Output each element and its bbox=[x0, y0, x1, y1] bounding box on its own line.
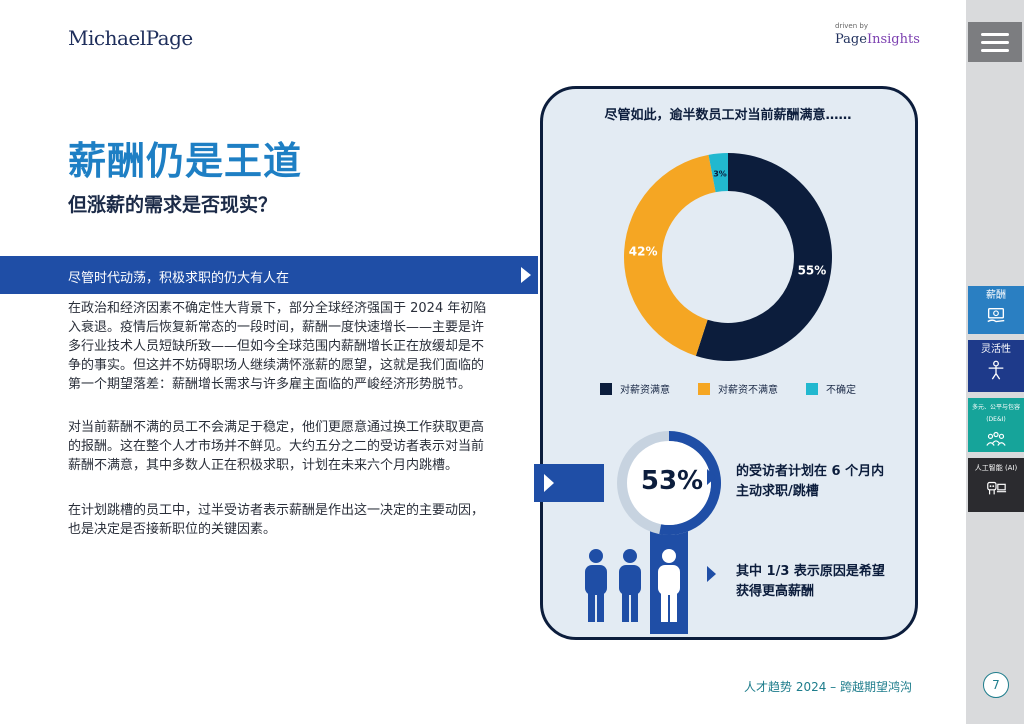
legend-label: 不确定 bbox=[826, 385, 856, 396]
legend-swatch bbox=[806, 382, 818, 395]
page-insights-logo: PageInsights bbox=[835, 32, 920, 47]
sidebar-tab-pay[interactable]: 薪酬 bbox=[968, 286, 1024, 334]
body-paragraph: 在计划跳槽的员工中，过半受访者表示薪酬是作出这一决定的主要动因，也是决定是否接新… bbox=[68, 503, 485, 537]
michael-page-logo[interactable]: MichaelPage bbox=[68, 26, 193, 50]
stat-description: 的受访者计划在 6 个月内主动求职/跳槽 bbox=[736, 464, 885, 499]
sidebar-tab-label: 薪酬 bbox=[986, 290, 1006, 301]
money-hand-icon bbox=[987, 307, 1005, 323]
legend-label: 对薪资不满意 bbox=[718, 385, 778, 396]
people-icons bbox=[585, 549, 680, 622]
sidebar-tab-ai[interactable]: 人工智能 (AI) bbox=[968, 458, 1024, 512]
section-banner bbox=[0, 256, 538, 294]
footer-title: 人才趋势 2024 – 跨越期望鸿沟 bbox=[744, 680, 912, 694]
person-icon-highlighted bbox=[658, 549, 680, 622]
person-icon bbox=[585, 549, 607, 622]
page-subtitle: 但涨薪的需求是否现实？ bbox=[68, 194, 278, 216]
stat-ring-progress bbox=[659, 431, 721, 535]
donut-data-label: 3% bbox=[713, 169, 727, 178]
person-balance-icon bbox=[988, 360, 1004, 380]
satisfaction-donut-chart: 55% 42% 3% bbox=[624, 153, 832, 361]
driven-by-label: driven by bbox=[835, 22, 868, 30]
body-paragraph: 在政治和经济因素不确定性大背景下，部分全球经济强国于 2024 年初陷入衰退。疫… bbox=[68, 301, 487, 392]
body-paragraph: 对当前薪酬不满的员工不会满足于稳定，他们更愿意通过换工作获取更高的报酬。这在整个… bbox=[68, 420, 485, 473]
legend-label: 对薪资满意 bbox=[620, 385, 670, 396]
legend-item: 对薪资不满意 bbox=[698, 381, 778, 396]
menu-bar-icon bbox=[981, 40, 1009, 44]
donut-labels: 55% 42% 3% bbox=[629, 169, 827, 277]
page-title: 薪酬仍是王道 bbox=[68, 139, 303, 183]
sidebar-tab-label: 人工智能 (AI) bbox=[974, 464, 1018, 472]
sidebar-tab-dei[interactable]: 多元、公平与包容 (DE&I) bbox=[968, 398, 1024, 452]
stat-text-arrow-icon bbox=[707, 469, 716, 485]
legend-item: 不确定 bbox=[806, 381, 856, 396]
page-number: 7 bbox=[983, 672, 1009, 698]
people-group-icon bbox=[986, 431, 1006, 446]
robot-laptop-icon bbox=[987, 481, 1007, 495]
stat-arrow-icon bbox=[544, 474, 554, 492]
panel-title: 尽管如此，逾半数员工对当前薪酬满意…… bbox=[604, 108, 852, 123]
donut-data-label: 42% bbox=[629, 245, 658, 259]
section-banner-text: 尽管时代动荡，积极求职的仍大有人在 bbox=[68, 271, 290, 286]
stat-ring-center bbox=[627, 441, 711, 525]
chart-legend: 对薪资满意 对薪资不满意 不确定 bbox=[600, 381, 890, 396]
donut-slice bbox=[624, 154, 716, 356]
person-icon bbox=[619, 549, 641, 622]
stat-percentage: 53% bbox=[640, 466, 704, 496]
donut-slice bbox=[695, 153, 832, 361]
page-insights-logo-part: Page bbox=[835, 32, 867, 47]
legend-swatch bbox=[600, 382, 612, 395]
menu-bar-icon bbox=[981, 48, 1009, 52]
hamburger-menu-button[interactable] bbox=[968, 22, 1022, 62]
banner-arrow-icon bbox=[521, 267, 531, 283]
sidebar-tab-label: 多元、公平与包容 (DE&I) bbox=[971, 404, 1020, 423]
page-insights-logo-accent: Insights bbox=[866, 32, 920, 47]
sidebar-tab-label: 灵活性 bbox=[981, 344, 1011, 355]
donut-data-label: 55% bbox=[798, 263, 827, 277]
legend-item: 对薪资满意 bbox=[600, 381, 670, 396]
sidebar-tab-flexibility[interactable]: 灵活性 bbox=[968, 340, 1024, 392]
menu-bar-icon bbox=[981, 32, 1009, 36]
reason-description: 其中 1/3 表示原因是希望获得更高薪酬 bbox=[736, 564, 885, 599]
donut-slices bbox=[624, 153, 832, 361]
stat-graphic bbox=[534, 431, 721, 634]
reason-arrow-icon bbox=[707, 566, 716, 582]
legend-swatch bbox=[698, 382, 710, 395]
donut-slice bbox=[708, 153, 728, 193]
